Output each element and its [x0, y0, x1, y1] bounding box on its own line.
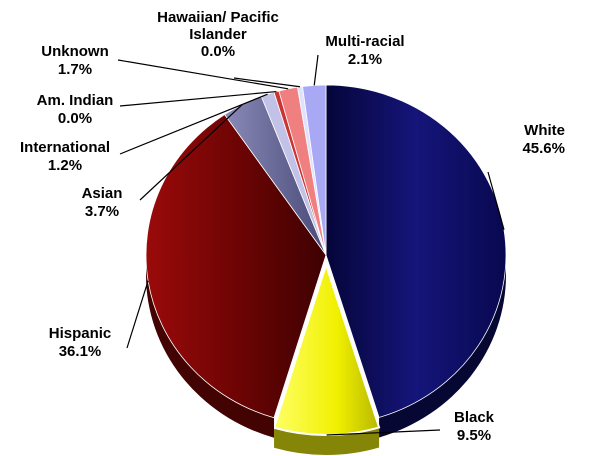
data-label-hispanic: Hispanic 36.1%: [49, 325, 112, 360]
leader-line-hawaiian-pacific-islander: [233, 77, 301, 88]
slice-hispanic: [145, 113, 327, 419]
data-label-black: Black 9.5%: [454, 409, 495, 444]
data-label-hawaiian-pacific-islander: Hawaiian/ Pacific Islander 0.0%: [157, 9, 279, 60]
slice-black: [272, 261, 381, 436]
leader-line-white: [487, 171, 505, 230]
leader-line-am-indian: [119, 90, 277, 107]
data-label-multi-racial: Multi-racial 2.1%: [325, 33, 404, 68]
data-label-white: White 45.6%: [522, 122, 565, 157]
data-label-unknown: Unknown 1.7%: [41, 43, 109, 78]
leader-line-asian: [139, 104, 243, 201]
leader-line-multi-racial: [313, 54, 319, 86]
leader-line-unknown: [117, 59, 289, 90]
data-label-asian: Asian 3.7%: [82, 185, 123, 220]
data-label-am-indian: Am. Indian 0.0%: [37, 92, 114, 127]
leader-line-black: [326, 429, 441, 436]
slice-side-white: [379, 255, 506, 438]
data-label-international: International 1.2%: [20, 139, 110, 174]
slice-multi-racial: [302, 84, 327, 256]
leader-line-international: [119, 93, 268, 155]
leader-line-hispanic: [126, 280, 149, 349]
slice-side-hispanic: [146, 255, 275, 438]
